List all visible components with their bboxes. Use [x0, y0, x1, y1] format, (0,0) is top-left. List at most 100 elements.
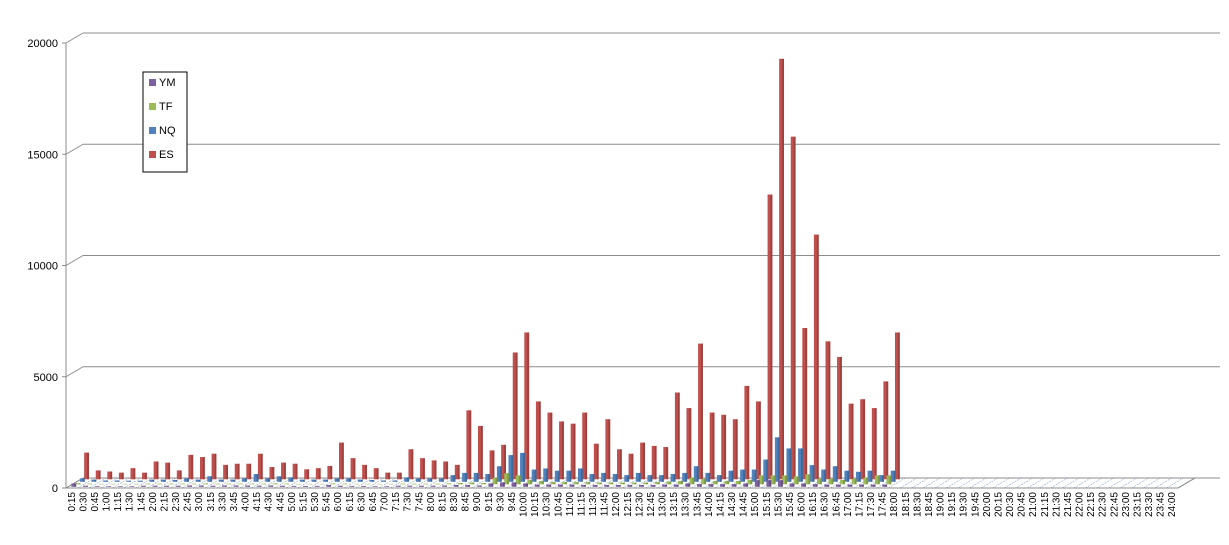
bar-ym-200 — [152, 485, 158, 487]
bar-shade — [224, 485, 227, 487]
bar-es-1030 — [559, 421, 564, 480]
bar-ym-930 — [499, 482, 505, 487]
bar-ym-645 — [372, 486, 378, 487]
legend-label-es: ES — [159, 149, 174, 161]
bar-ym-1045 — [557, 484, 563, 487]
x-tick-label: 2:45 — [183, 492, 194, 512]
bar-shade — [271, 485, 274, 487]
bar-tf-1330 — [689, 477, 695, 485]
x-tick-label: 17:45 — [878, 492, 889, 517]
bar-shade — [553, 482, 556, 485]
bar-nq-200 — [160, 479, 166, 482]
bar-tf-1630 — [828, 478, 834, 485]
bar-shade — [194, 483, 197, 485]
bar-ym-1430 — [731, 484, 737, 487]
bar-shade — [804, 483, 807, 487]
bar-shade — [465, 472, 468, 482]
floor-right-edge — [1177, 477, 1196, 489]
x-tick-label: 12:30 — [634, 492, 645, 517]
x-tick-label: 1:15 — [113, 492, 124, 512]
bar-tf-745 — [423, 483, 429, 485]
bar-nq-930 — [508, 455, 514, 482]
bar-ym-730 — [407, 485, 413, 487]
bar-shade — [349, 478, 352, 482]
bar-shade — [233, 479, 236, 482]
bar-tf-1430 — [735, 480, 741, 485]
bar-shade — [812, 465, 815, 482]
floor-grid-line — [378, 477, 396, 489]
bar-shade — [178, 485, 181, 487]
bar-nq-1015 — [543, 468, 549, 482]
bar-ym-1130 — [592, 485, 598, 487]
bar-nq-530 — [323, 479, 329, 482]
floor-grid-line — [1015, 477, 1033, 489]
bar-shade — [557, 470, 560, 482]
bar-tf-1415 — [724, 480, 730, 485]
bar-shade — [217, 483, 220, 485]
bar-shade — [82, 478, 85, 482]
bar-shade — [618, 485, 621, 487]
bar-nq-1100 — [577, 468, 583, 482]
bar-ym-600 — [337, 485, 343, 487]
legend-label-tf: TF — [159, 101, 173, 113]
bar-tf-945 — [515, 475, 521, 485]
bar-shade — [229, 483, 232, 485]
bar-shade — [576, 482, 579, 485]
bar-nq-115 — [126, 480, 132, 482]
bar-tf-315 — [214, 483, 220, 485]
bar-tf-1645 — [840, 479, 846, 485]
bar-shade — [877, 475, 880, 485]
bar-tf-800 — [434, 483, 440, 485]
legend-label-ym: YM — [159, 77, 176, 89]
bar-nq-245 — [195, 479, 201, 482]
bar-shade — [430, 478, 433, 482]
bar-es-100 — [118, 472, 124, 480]
bar-shade — [453, 475, 456, 482]
floor-grid-line — [1085, 477, 1103, 489]
bar-es-915 — [501, 444, 507, 480]
bar-nq-1145 — [612, 474, 618, 482]
bar-shade — [538, 401, 541, 480]
bar-es-300 — [211, 453, 217, 480]
x-tick-label: 12:15 — [623, 492, 634, 517]
bar-shade — [863, 399, 866, 480]
bar-shade — [507, 473, 510, 485]
bar-es-1645 — [848, 403, 854, 480]
x-tick-label: 11:15 — [576, 492, 587, 517]
x-tick-label: 21:15 — [1040, 492, 1051, 517]
bar-tf-015 — [75, 483, 81, 485]
bar-shade — [171, 483, 174, 485]
bar-shade — [433, 485, 436, 487]
bars — [71, 58, 900, 487]
bar-shade — [326, 479, 329, 482]
bar-shade — [569, 470, 572, 482]
floor-grid-line — [888, 477, 906, 489]
bar-ym-1645 — [835, 484, 841, 487]
bar-shade — [237, 463, 240, 480]
x-tick-label: 12:00 — [611, 492, 622, 517]
x-tick-label: 0:45 — [90, 492, 101, 512]
x-tick-label: 13:00 — [658, 492, 669, 517]
bar-shade — [866, 477, 869, 485]
bar-ym-1200 — [615, 485, 621, 487]
bar-es-1615 — [825, 341, 831, 480]
bar-ym-1145 — [604, 485, 610, 487]
bar-shade — [699, 484, 702, 487]
bar-shade — [854, 478, 857, 485]
bar-ym-1730 — [870, 484, 876, 487]
bar-tf-730 — [411, 483, 417, 485]
bar-shade — [330, 465, 333, 480]
bar-es-615 — [362, 464, 368, 480]
bar-es-1115 — [593, 443, 599, 480]
floor-grid-line — [923, 477, 941, 489]
y-tick-label: 20000 — [27, 38, 58, 50]
bar-shade — [522, 452, 525, 482]
bar-shade — [526, 483, 529, 487]
bar-nq-600 — [346, 478, 352, 482]
bar-es-1415 — [732, 419, 738, 480]
bar-shade — [882, 475, 885, 482]
x-tick-label: 1:00 — [102, 492, 113, 512]
bar-shade — [724, 414, 727, 480]
bar-tf-300 — [203, 483, 208, 485]
bar-shade — [850, 484, 853, 487]
